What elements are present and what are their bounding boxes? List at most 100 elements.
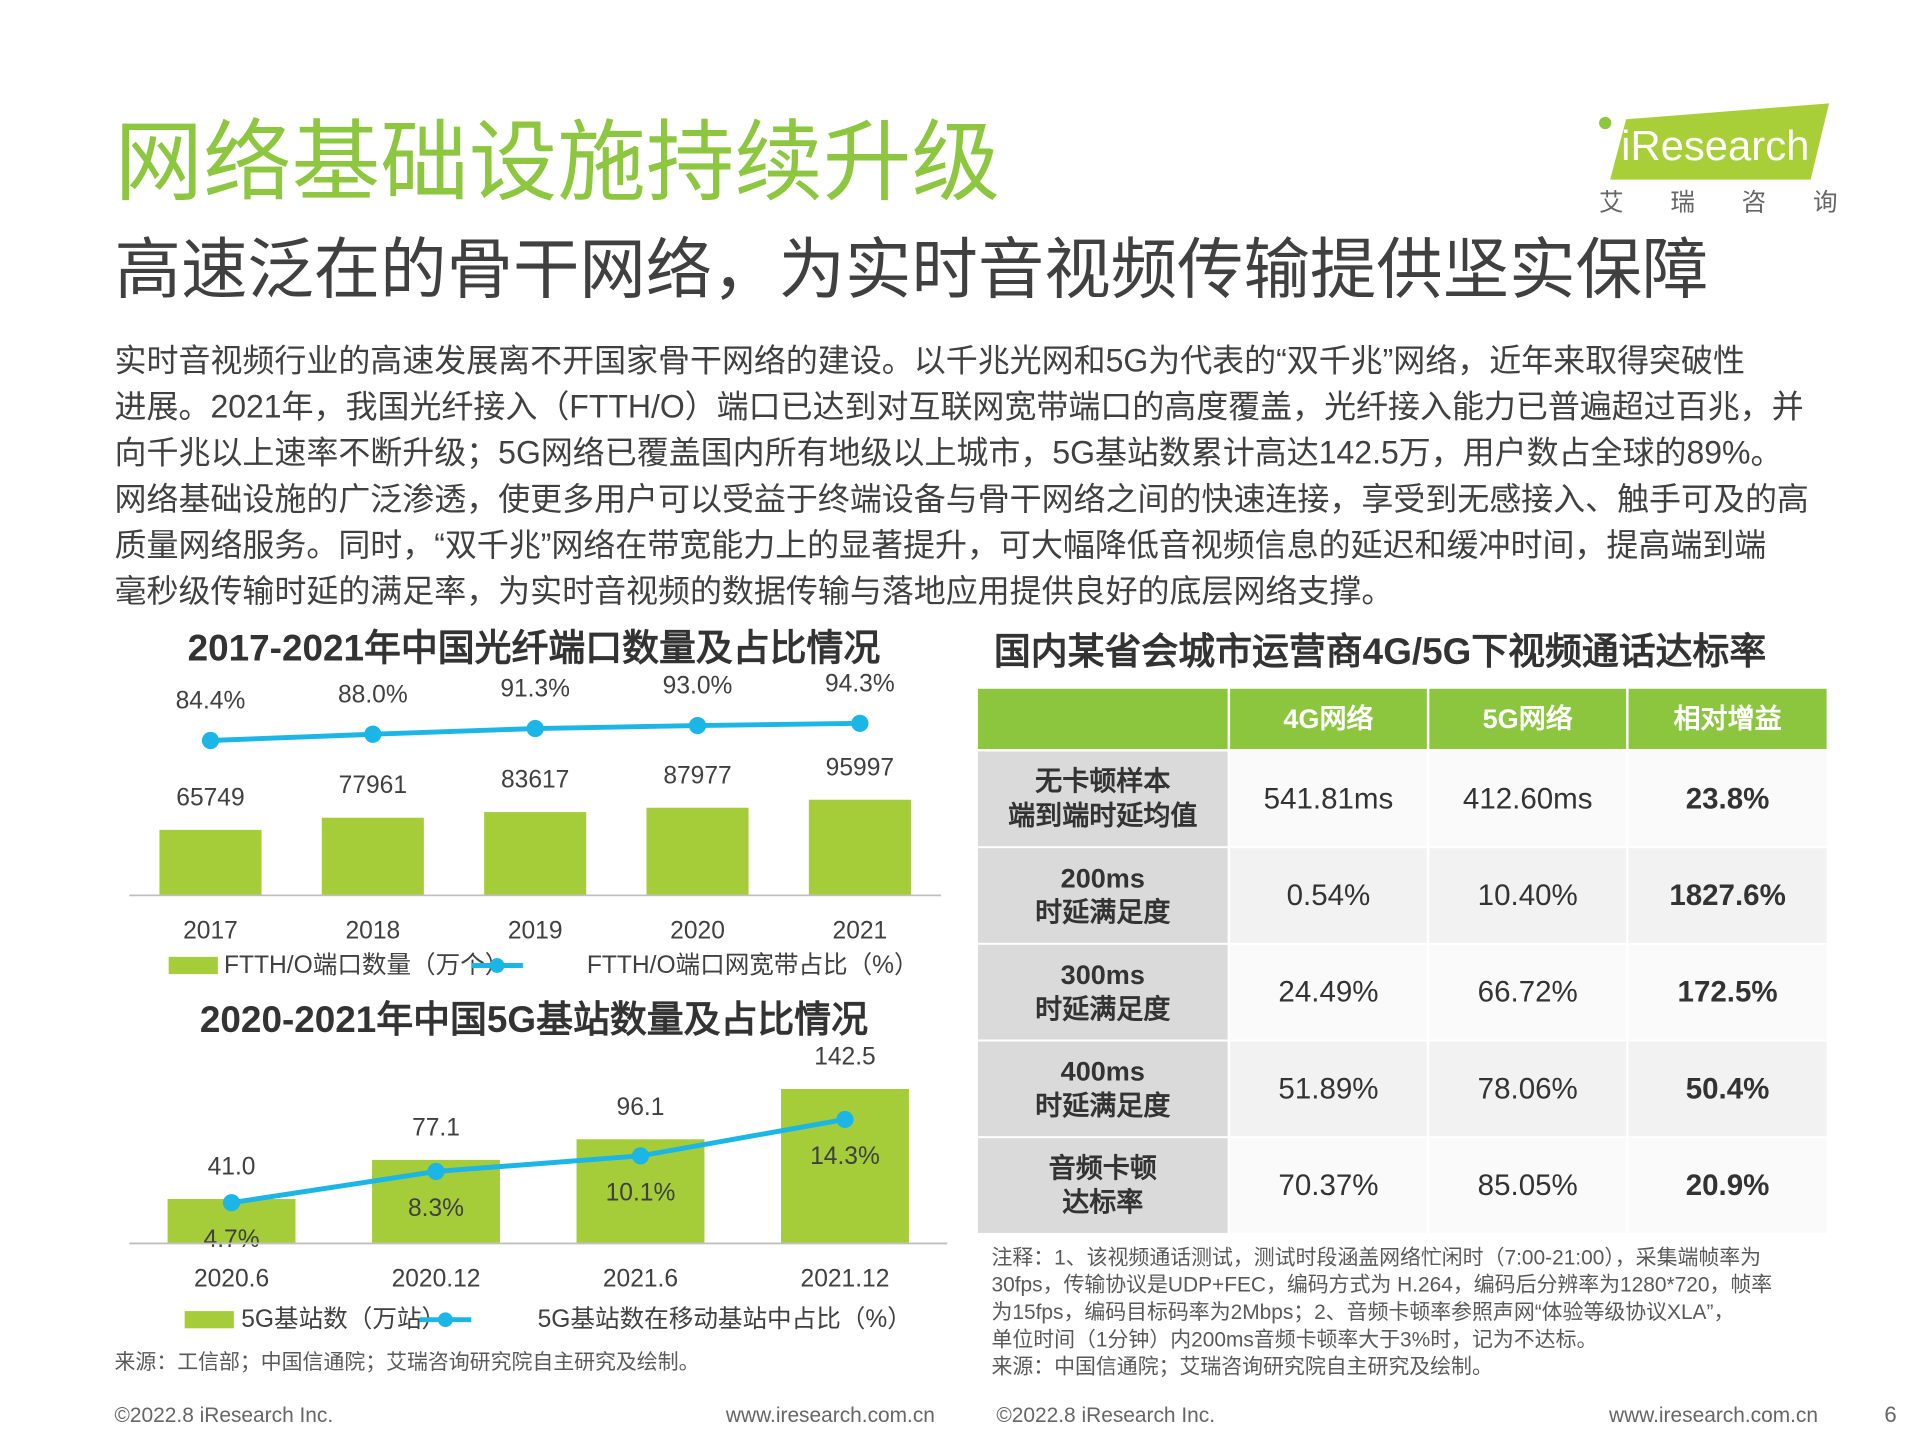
logo-name: iResearch	[1621, 122, 1809, 169]
line-point	[631, 1147, 650, 1165]
data-label: 14.3%	[810, 1143, 880, 1170]
x-tick-label: 2021.12	[801, 1266, 890, 1293]
note-line: 来源：中国信通院；艾瑞咨询研究院自主研究及绘制。	[991, 1356, 1492, 1379]
data-label: 95997	[826, 754, 894, 781]
logo-dot	[1599, 116, 1612, 130]
table-header: 5G网络	[1483, 703, 1573, 734]
source: 来源：工信部；中国信通院；艾瑞咨询研究院自主研究及绘制。	[115, 1351, 700, 1374]
x-tick-label: 2020	[670, 918, 725, 945]
row-header-cell	[977, 944, 1228, 1040]
page-number: 6	[1884, 1402, 1896, 1427]
table-cell: 1827.6%	[1669, 879, 1785, 912]
row-header: 时延满足度	[1035, 1090, 1171, 1121]
table-cell-bg	[1628, 848, 1827, 943]
row-header: 达标率	[1062, 1187, 1143, 1218]
data-label: 91.3%	[500, 676, 570, 703]
body-line: 实时音视频行业的高速发展离不开国家骨干网络的建设。以千兆光网和5G为代表的“双千…	[115, 342, 1745, 378]
legend-label: FTTH/O端口网宽带占比（%）	[587, 951, 919, 979]
legend-label: 5G基站数（万站）	[241, 1305, 446, 1333]
table-cell-bg	[1628, 944, 1827, 1040]
x-tick-label: 2018	[345, 918, 400, 945]
table-cell-bg	[1230, 1138, 1427, 1233]
legend-swatch	[489, 958, 505, 973]
table-cell: 70.37%	[1278, 1169, 1378, 1202]
line-point	[688, 716, 707, 735]
x-tick-label: 2020.6	[194, 1266, 269, 1293]
row-header: 时延满足度	[1035, 897, 1171, 928]
bar	[321, 817, 424, 896]
chart-title: 2020-2021年中国5G基站数量及占比情况	[200, 999, 868, 1040]
legend-swatch	[438, 1312, 453, 1328]
row-header: 200ms	[1061, 863, 1145, 893]
body-line: 向千兆以上速率不断升级；5G网络已覆盖国内所有地级以上城市，5G基站数累计高达1…	[115, 435, 1783, 471]
note-line: 注释：1、该视频通话测试，测试时段涵盖网络忙闲时（7:00-21:00），采集端…	[991, 1246, 1761, 1269]
line-point	[427, 1162, 445, 1181]
table-cell-bg	[1628, 751, 1827, 847]
data-label: 8.3%	[408, 1195, 464, 1222]
table-cell-bg	[1429, 1041, 1627, 1137]
table-cell: 85.05%	[1478, 1169, 1578, 1202]
x-tick-label: 2021	[833, 918, 888, 945]
row-header: 时延满足度	[1035, 993, 1171, 1024]
table-cell: 78.06%	[1478, 1072, 1578, 1105]
data-label: 10.1%	[606, 1179, 676, 1206]
line-point	[364, 725, 382, 743]
table-cell-bg	[1230, 944, 1427, 1040]
data-label: 77.1	[412, 1114, 460, 1141]
x-tick-label: 2017	[183, 918, 238, 945]
note-line: 30fps，传输协议是UDP+FEC，编码方式为 H.264，编码后分辨率为12…	[991, 1274, 1772, 1297]
table-cell-bg	[1628, 1041, 1827, 1137]
legend-swatch	[184, 1311, 234, 1329]
data-label: 4.7%	[204, 1226, 260, 1253]
footer-url: www.iresearch.com.cn	[725, 1404, 935, 1427]
line-point	[222, 1194, 241, 1212]
line	[231, 1117, 846, 1206]
line-point	[201, 731, 220, 750]
legend-swatch	[168, 956, 218, 975]
bar	[808, 799, 911, 896]
table-cell-bg	[1628, 1138, 1827, 1233]
row-header: 音频卡顿	[1049, 1152, 1157, 1183]
logo-shape	[1610, 103, 1830, 180]
body-line: 进展。2021年，我国光纤接入（FTTH/O）端口已达到对互联网宽带端口的高度覆…	[115, 389, 1804, 425]
table-cell-bg	[1429, 944, 1627, 1040]
table-header: 相对增益	[1673, 703, 1781, 734]
table-cell: 51.89%	[1278, 1072, 1378, 1105]
table-cell: 10.40%	[1478, 879, 1578, 912]
row-header-cell	[977, 848, 1228, 943]
row-header: 400ms	[1061, 1057, 1145, 1087]
x-tick-label: 2021.6	[603, 1266, 678, 1293]
table-header-cell	[1628, 688, 1827, 750]
data-label: 87977	[663, 762, 731, 789]
table-cell-bg	[1230, 1041, 1427, 1137]
row-header: 端到端时延均值	[1008, 800, 1197, 831]
table-header-cell	[977, 688, 1228, 750]
table-cell: 412.60ms	[1463, 782, 1593, 815]
table-cell: 24.49%	[1278, 976, 1378, 1009]
data-label: 41.0	[208, 1154, 256, 1181]
row-header: 300ms	[1061, 960, 1145, 990]
logo-cn: 艾瑞咨询	[1599, 188, 1884, 216]
line-point	[526, 719, 544, 738]
data-label: 93.0%	[663, 673, 733, 700]
note-line: 单位时间（1分钟）内200ms音频卡顿率大于3%时，记为不达标。	[991, 1328, 1597, 1351]
line-point	[851, 714, 869, 732]
x-tick-label: 2020.12	[392, 1266, 481, 1293]
table-cell-bg	[1429, 751, 1627, 847]
data-label: 83617	[501, 767, 569, 794]
table-cell-bg	[1429, 848, 1627, 943]
table-title: 国内某省会城市运营商4G/5G下视频通话达标率	[994, 631, 1766, 672]
bar	[646, 807, 749, 896]
table-cell: 50.4%	[1686, 1072, 1770, 1105]
row-header-cell	[977, 1138, 1228, 1233]
body-line: 网络基础设施的广泛渗透，使更多用户可以受益于终端设备与骨干网络之间的快速连接，享…	[115, 481, 1809, 517]
table-header-cell	[1429, 688, 1627, 750]
legend-label: 5G基站数在移动基站中占比（%）	[538, 1305, 912, 1333]
body-line: 质量网络服务。同时，“双千兆”网络在带宽能力上的显著提升，可大幅降低音视频信息的…	[115, 527, 1767, 563]
table-cell: 66.72%	[1478, 976, 1578, 1009]
legend-label: FTTH/O端口数量（万个）	[224, 951, 509, 979]
page-subtitle: 高速泛在的骨干网络，为实时音视频传输提供坚实保障	[115, 234, 1709, 308]
row-header-cell	[977, 1041, 1228, 1137]
